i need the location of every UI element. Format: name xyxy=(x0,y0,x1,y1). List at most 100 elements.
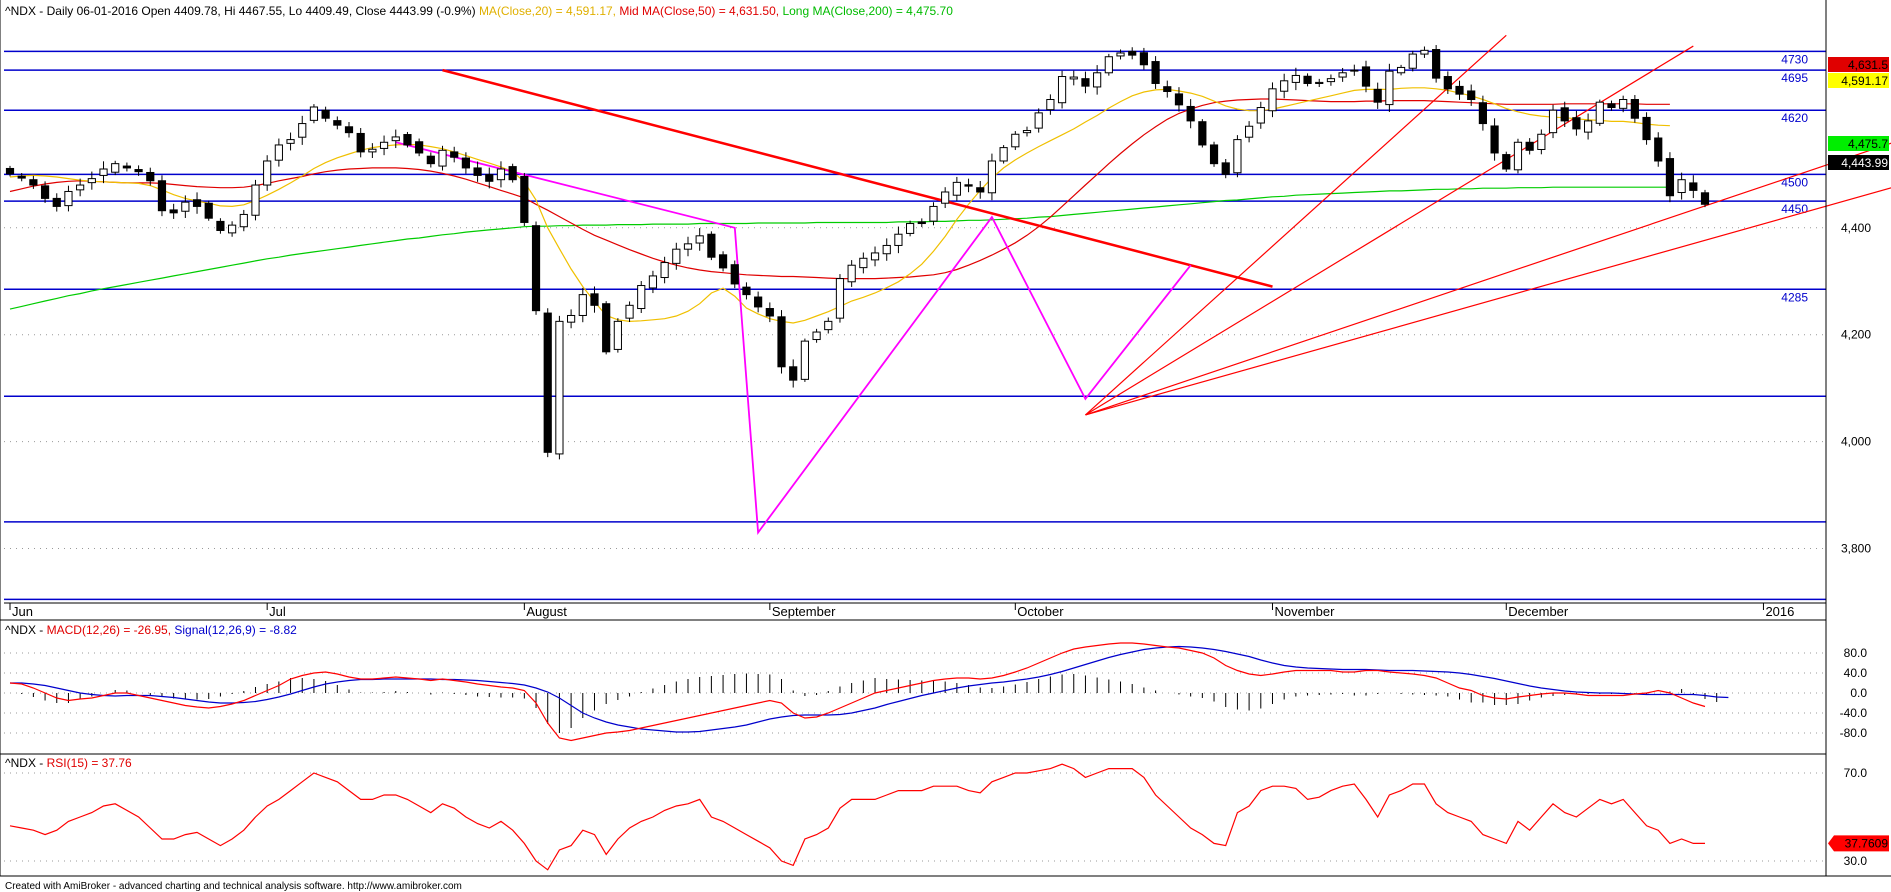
candle xyxy=(777,310,786,374)
candle xyxy=(531,221,541,315)
candle xyxy=(461,152,470,174)
candle xyxy=(29,175,38,189)
candle xyxy=(1619,95,1628,113)
candle xyxy=(17,173,26,182)
candle xyxy=(1408,50,1417,72)
wave-line xyxy=(395,141,1192,535)
trend-line xyxy=(1085,187,1891,416)
macd-tick-label: 40.0 xyxy=(1844,666,1868,680)
price-tick-label: 3,800 xyxy=(1841,542,1871,556)
candle xyxy=(672,242,681,270)
candle xyxy=(1654,132,1663,167)
candle xyxy=(1128,47,1137,60)
candle xyxy=(578,287,587,323)
candle xyxy=(718,251,728,272)
candle xyxy=(321,106,330,122)
candle xyxy=(835,274,845,323)
candle xyxy=(356,128,365,158)
level-label: 4620 xyxy=(1781,111,1808,125)
candle xyxy=(1338,67,1347,82)
candle xyxy=(1455,80,1464,100)
price-pane: 4730 4695 4620 4500 4450 4285 3,800 4,000 4,200… xyxy=(4,4,1891,619)
footer-credit: Created with AmiBroker - advanced charti… xyxy=(5,881,462,892)
candle xyxy=(789,359,798,388)
candle xyxy=(1256,101,1265,129)
value-tags: 4,631.5 4,591.17 4,475.7 4,443.99 xyxy=(1828,57,1889,170)
candle xyxy=(917,218,926,228)
month-label: November xyxy=(1274,604,1335,619)
candle xyxy=(157,175,167,217)
macd-line xyxy=(9,642,1706,742)
rsi-line xyxy=(9,763,1705,871)
candle xyxy=(1361,60,1371,93)
candle xyxy=(1700,189,1710,208)
value-tag-label: 4,631.5 xyxy=(1848,58,1888,72)
value-tag-label: 4,475.7 xyxy=(1848,137,1888,151)
candle xyxy=(1677,172,1686,200)
value-tag xyxy=(1828,136,1889,151)
level-label: 4450 xyxy=(1781,202,1808,216)
candlesticks xyxy=(5,45,1710,460)
candle xyxy=(555,315,564,460)
candle xyxy=(1093,65,1102,95)
month-label: September xyxy=(772,604,836,619)
candle xyxy=(1151,56,1160,89)
rsi-title: ^NDX - RSI(15) = 37.76 xyxy=(5,756,132,770)
candle xyxy=(368,143,377,158)
candle xyxy=(1548,104,1558,139)
candle xyxy=(812,328,821,343)
candle xyxy=(1560,101,1569,127)
candle xyxy=(1268,82,1277,118)
price-tick-label: 4,200 xyxy=(1841,328,1871,342)
trend-line xyxy=(1085,45,1694,416)
candle xyxy=(239,209,248,232)
candle xyxy=(496,161,506,188)
candle xyxy=(274,138,283,167)
candle xyxy=(1245,121,1254,143)
candle xyxy=(567,309,576,329)
candle xyxy=(1186,99,1195,129)
candle xyxy=(1057,70,1067,109)
value-tag-label: 4,443.99 xyxy=(1841,156,1888,170)
macd-title: ^NDX - MACD(12,26) = -26.95, Signal(12,2… xyxy=(5,623,297,637)
macd-axis: 80.0 40.0 0.0 -40.0 -80.0 xyxy=(1840,646,1868,740)
candle xyxy=(1607,100,1616,111)
candle xyxy=(1011,131,1020,151)
candle xyxy=(625,301,634,322)
candle xyxy=(1104,53,1113,76)
candle xyxy=(987,153,997,201)
candle xyxy=(648,270,658,294)
candle xyxy=(1689,175,1698,199)
candle xyxy=(473,161,482,182)
candle xyxy=(976,180,985,199)
ma200-line xyxy=(9,186,1670,310)
candle xyxy=(730,260,739,289)
rsi-tick-label: 70.0 xyxy=(1844,766,1868,780)
price-tick-label: 4,000 xyxy=(1841,435,1871,449)
candle xyxy=(1525,138,1534,155)
candle xyxy=(426,152,435,168)
candle xyxy=(1478,95,1487,131)
candle xyxy=(134,165,143,176)
candle xyxy=(602,301,611,355)
candle xyxy=(52,193,61,212)
candle xyxy=(40,181,50,203)
candle xyxy=(870,246,880,267)
month-label: August xyxy=(526,604,567,619)
level-label: 4285 xyxy=(1781,290,1808,304)
month-axis: Jun Jul August September October November Dece… xyxy=(4,602,1826,619)
value-tag xyxy=(1828,73,1889,88)
price-title: ^NDX - Daily 06-01-2016 Open 4409.78, Hi… xyxy=(5,4,953,18)
candle xyxy=(1490,118,1499,161)
level-label: 4695 xyxy=(1781,71,1808,85)
candle xyxy=(1630,95,1639,123)
candle xyxy=(1221,159,1230,179)
candle xyxy=(228,221,237,237)
candle xyxy=(1280,73,1289,99)
trend-line xyxy=(1085,142,1891,416)
candle xyxy=(906,220,915,237)
candle xyxy=(181,195,190,218)
candle xyxy=(929,202,938,226)
candle xyxy=(1385,63,1394,112)
